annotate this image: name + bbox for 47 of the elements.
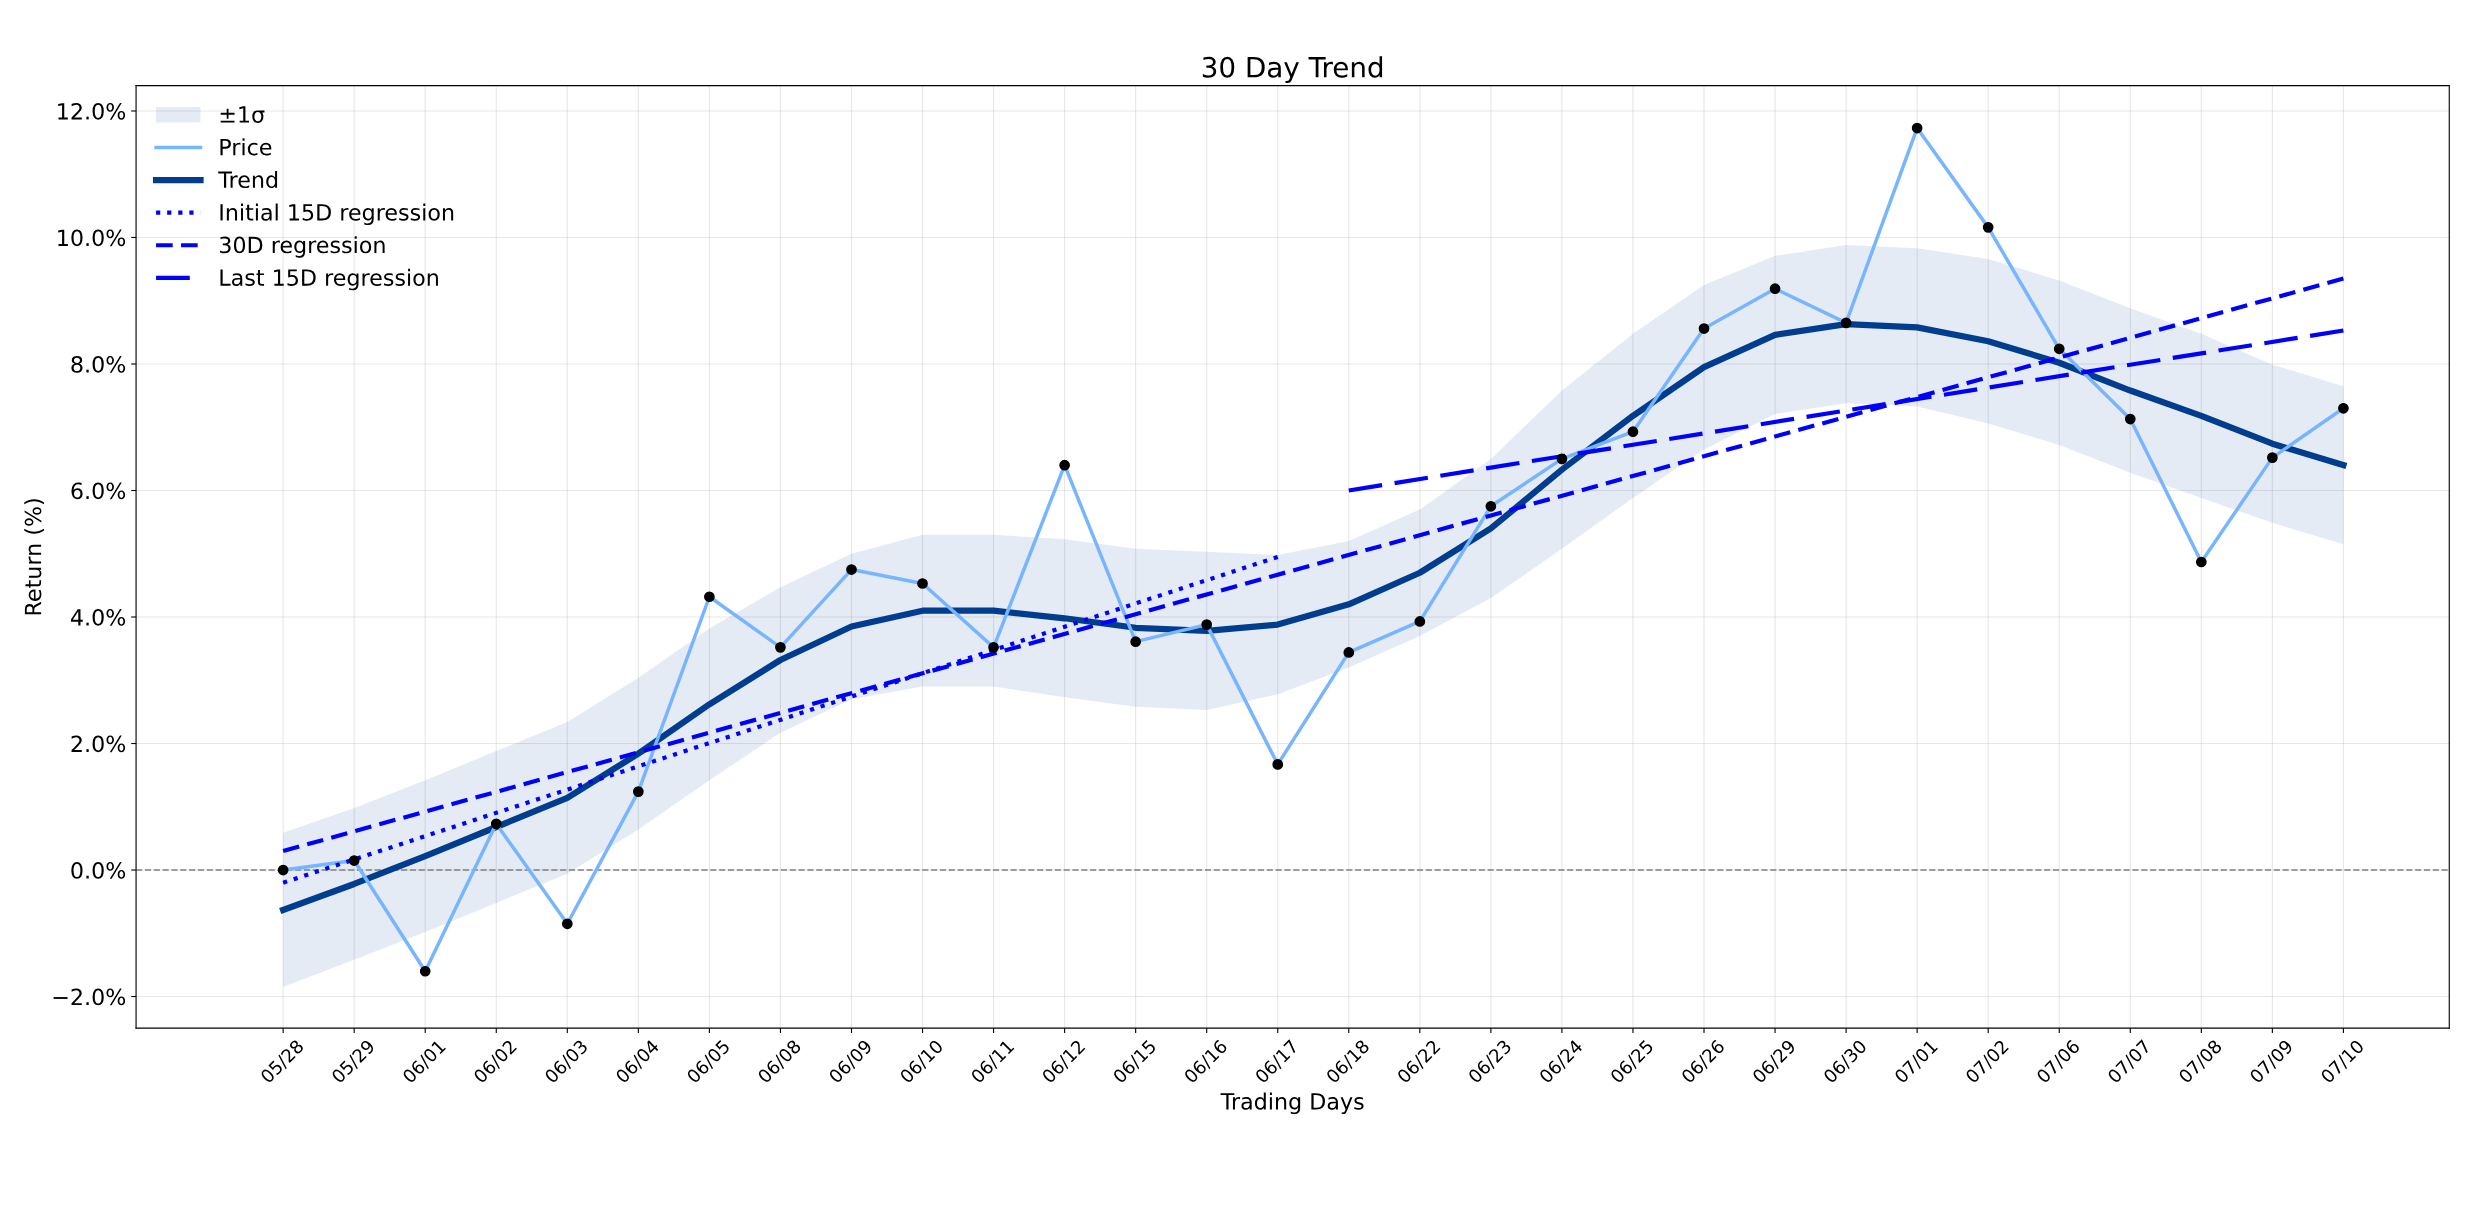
legend-label: Initial 15D regression <box>220 203 454 226</box>
point <box>1556 453 1568 465</box>
point <box>846 564 857 575</box>
point <box>775 642 786 653</box>
legend-label: Price <box>220 138 272 156</box>
point <box>1840 317 1852 329</box>
y-tick-label: 2.0% <box>71 735 126 753</box>
y-axis-title: Return (%) <box>24 499 45 615</box>
point <box>917 578 928 589</box>
point <box>2195 556 2207 568</box>
point <box>2124 413 2136 425</box>
point <box>277 864 289 876</box>
legend-label: Last 15D regression <box>220 268 438 291</box>
point <box>348 855 360 866</box>
point <box>1485 500 1497 512</box>
annotation: ±1σ <box>220 106 265 123</box>
point <box>1911 122 1923 134</box>
legend-label: 30D regression <box>219 236 385 258</box>
point <box>490 818 502 830</box>
point <box>1414 616 1426 627</box>
y-tick-label: 8.0% <box>71 355 126 373</box>
chart-title: 30 Day Trend <box>1202 56 1383 84</box>
point <box>2053 343 2065 355</box>
y-tick-label: 0.0% <box>71 861 126 879</box>
y-tick-label: −2.0% <box>53 988 126 1006</box>
point <box>1343 647 1355 658</box>
y-tick-label: 4.0% <box>70 608 126 626</box>
x-axis-title: Trading Days <box>1220 1092 1364 1115</box>
point <box>1272 759 1284 770</box>
y-tick-label: 6.0% <box>71 482 126 500</box>
point <box>2267 452 2278 463</box>
point <box>1698 323 1710 334</box>
point <box>2338 402 2349 414</box>
point <box>1130 636 1142 648</box>
point <box>632 786 644 797</box>
point <box>1769 283 1781 295</box>
point <box>561 918 573 930</box>
point <box>419 965 431 977</box>
point <box>1201 619 1213 630</box>
legend-label: Trend <box>218 170 278 189</box>
point <box>1627 426 1639 438</box>
point <box>988 642 999 653</box>
y-tick-label: 12.0% <box>58 102 126 120</box>
point <box>704 591 715 603</box>
point <box>1982 222 1994 233</box>
point <box>1059 459 1070 471</box>
y-tick-label: 10.0% <box>58 229 126 247</box>
